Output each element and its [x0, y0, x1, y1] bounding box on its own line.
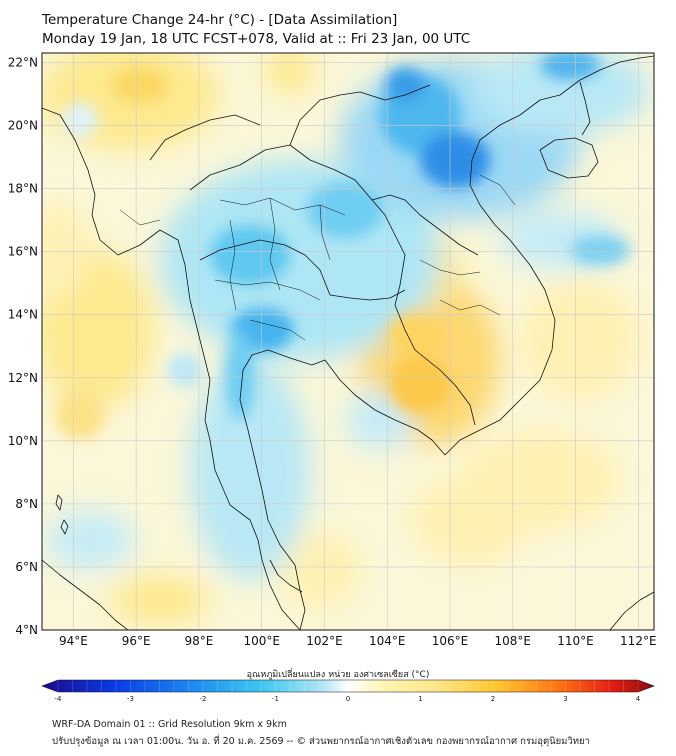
- lon-tick-label: 110°E: [557, 634, 594, 648]
- colorbar-tick-label: -2: [200, 695, 207, 703]
- plot-frame: [41, 52, 655, 631]
- longitude-labels: 94°E 96°E 98°E 100°E 102°E 104°E 106°E 108°E 110…: [59, 634, 657, 648]
- lon-tick-label: 112°E: [620, 634, 657, 648]
- colorbar: -4 -3 -2 -1 0 1 2 3 4: [41, 679, 655, 703]
- lon-tick-label: 102°E: [306, 634, 343, 648]
- footer-credit: ปรับปรุงข้อมูล ณ เวลา 01:00น. วัน อ. ที่…: [52, 736, 590, 747]
- coastlines-borders: [42, 55, 654, 630]
- temperature-field: [42, 53, 654, 630]
- map-subtitle: Monday 19 Jan, 18 UTC FCST+078, Valid at…: [42, 31, 471, 47]
- lat-tick-label: 6°N: [15, 560, 38, 574]
- colorbar-tick-label: -1: [272, 695, 279, 703]
- lon-tick-label: 98°E: [184, 634, 213, 648]
- latitude-labels: 22°N 20°N 18°N 16°N 14°N 12°N 10°N 8°N 6°N 4°N: [8, 55, 38, 637]
- lat-tick-label: 4°N: [15, 623, 38, 637]
- lon-tick-label: 106°E: [432, 634, 469, 648]
- colorbar-tick-label: 3: [563, 695, 567, 703]
- colorbar-tick-label: 4: [636, 695, 641, 703]
- lon-tick-label: 108°E: [495, 634, 532, 648]
- colorbar-tick-label: 1: [418, 695, 422, 703]
- footer-model-info: WRF-DA Domain 01 :: Grid Resolution 9km …: [52, 719, 287, 730]
- lat-tick-label: 8°N: [15, 497, 38, 511]
- colorbar-tick-label: 0: [346, 695, 350, 703]
- lat-tick-label: 10°N: [8, 434, 38, 448]
- colorbar-tick-label: 2: [491, 695, 495, 703]
- lat-lon-grid: [42, 53, 654, 631]
- lat-tick-label: 16°N: [8, 245, 38, 259]
- lon-tick-label: 94°E: [59, 634, 88, 648]
- lat-tick-label: 12°N: [8, 371, 38, 385]
- lat-tick-label: 20°N: [8, 119, 38, 133]
- colorbar-tick-label: -3: [127, 695, 134, 703]
- colorbar-title: อุณหภูมิเปลี่ยนแปลง หน่วย องศาเซลเซียส (…: [246, 670, 430, 680]
- lon-tick-label: 96°E: [122, 634, 151, 648]
- lat-tick-label: 14°N: [8, 308, 38, 322]
- colorbar-tick-label: -4: [55, 695, 63, 703]
- map-title: Temperature Change 24-hr (°C) - [Data As…: [42, 12, 398, 28]
- lon-tick-label: 100°E: [243, 634, 280, 648]
- lat-tick-label: 18°N: [8, 182, 38, 196]
- lat-tick-label: 22°N: [8, 55, 38, 69]
- lon-tick-label: 104°E: [369, 634, 406, 648]
